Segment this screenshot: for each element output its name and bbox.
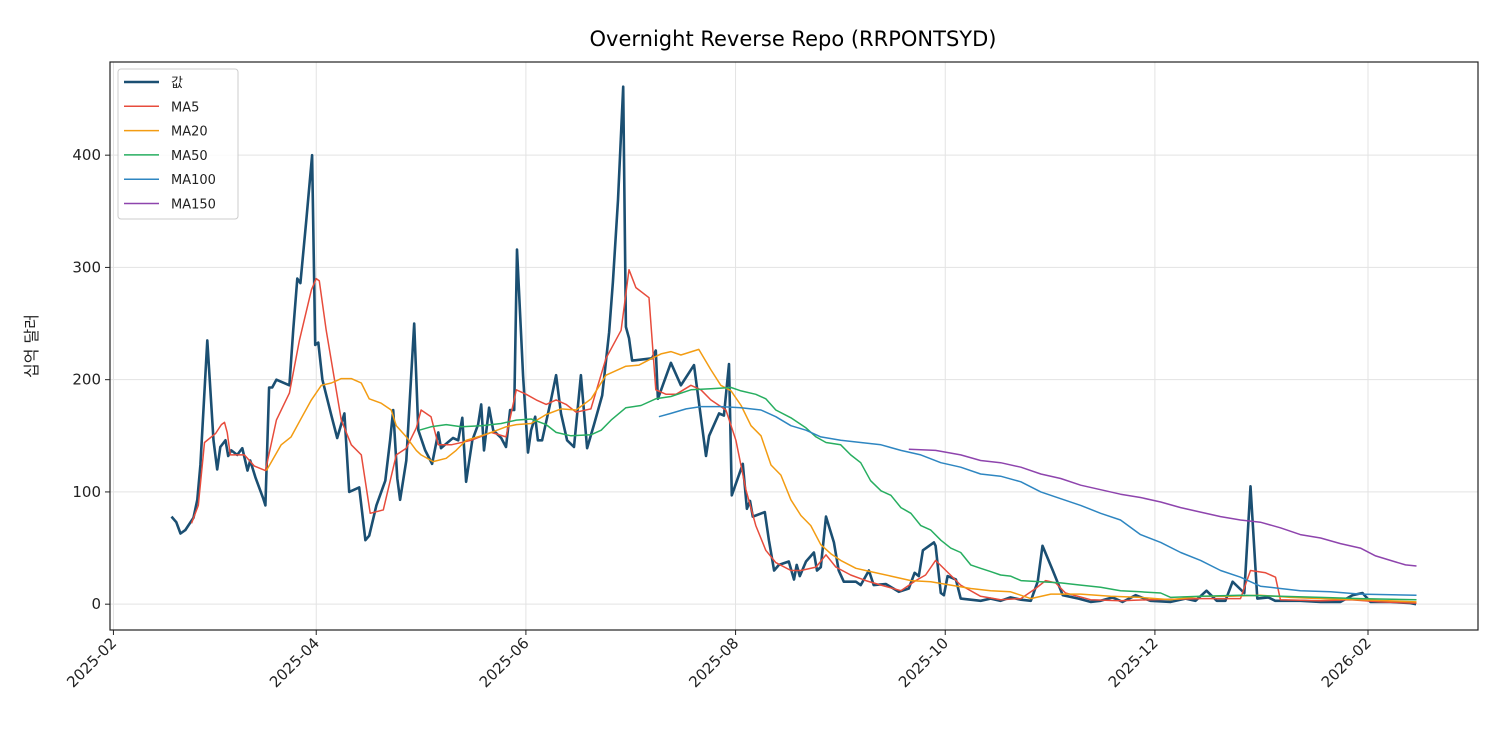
x-tick-label: 2025-06 (476, 634, 533, 691)
legend-label: 값 (171, 76, 183, 91)
x-tick-label: 2026-02 (1318, 634, 1375, 691)
legend-label: MA5 (171, 100, 199, 115)
y-tick-label: 200 (72, 371, 101, 389)
legend-label: MA150 (171, 198, 216, 213)
legend-label: MA100 (171, 173, 216, 188)
x-tick-label: 2025-12 (1105, 634, 1162, 691)
x-tick-label: 2025-02 (63, 634, 120, 691)
y-tick-label: 300 (72, 258, 101, 276)
x-tick-label: 2025-10 (895, 634, 952, 691)
legend-label: MA50 (171, 149, 208, 164)
y-axis-label: 십억 달러 (22, 314, 41, 378)
y-tick-label: 0 (91, 595, 101, 613)
y-tick-label: 400 (72, 146, 101, 164)
series-line-값 (170, 85, 1417, 606)
series-line-ma100 (658, 405, 1417, 596)
plot-frame (109, 61, 1479, 631)
x-tick-label: 2025-08 (685, 634, 742, 691)
chart-title: Overnight Reverse Repo (RRPONTSYD) (590, 27, 997, 51)
series-line-ma50 (419, 386, 1417, 601)
y-tick-label: 100 (72, 483, 101, 501)
y-axis: 0 100 200 300 400 (72, 146, 110, 613)
series-lines (170, 85, 1417, 606)
series-line-ma20 (265, 348, 1417, 603)
series-line-ma5 (190, 268, 1417, 604)
legend-box (117, 68, 239, 220)
series-line-ma150 (908, 448, 1417, 567)
x-axis: 2025-02 2025-04 2025-06 2025-08 2025-10 2025-… (63, 630, 1375, 691)
legend: 값 MA5 MA20 MA50 MA100 MA150 (117, 68, 239, 220)
legend-label: MA20 (171, 125, 208, 140)
x-tick-label: 2025-04 (266, 634, 323, 691)
